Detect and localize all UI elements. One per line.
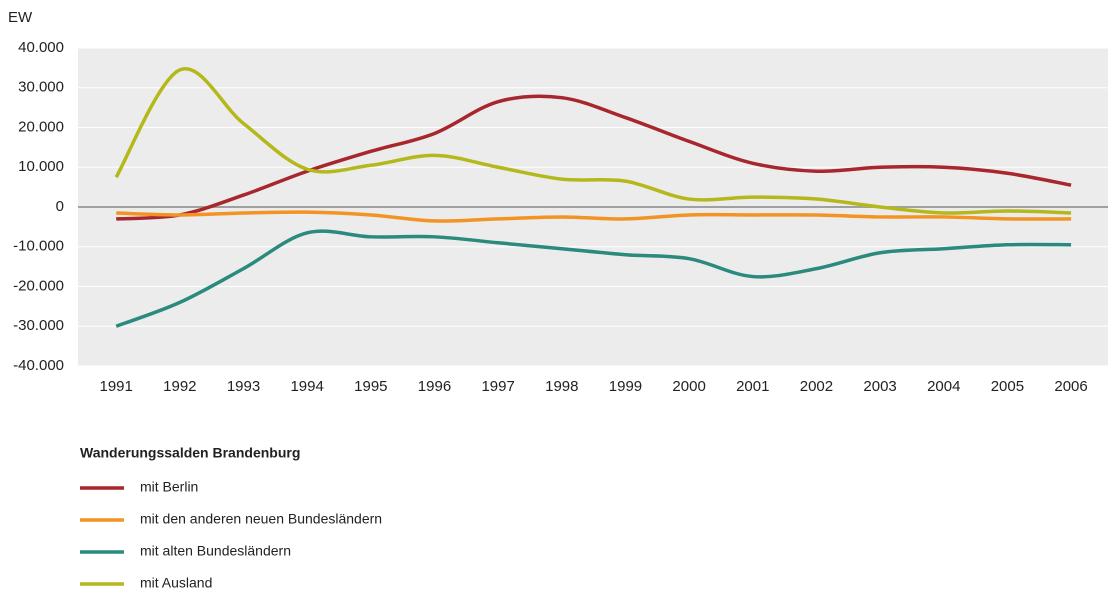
legend-label: mit alten Bundesländern [140, 543, 291, 559]
legend-label: mit den anderen neuen Bundesländern [140, 511, 382, 527]
x-tick-label: 1993 [227, 378, 260, 395]
y-tick-label: -20.000 [13, 277, 64, 294]
x-tick-label: 1991 [100, 378, 133, 395]
x-tick-label: 1997 [481, 378, 514, 395]
y-tick-label: -30.000 [13, 317, 64, 334]
x-tick-label: 1995 [354, 378, 387, 395]
legend-label: mit Ausland [140, 575, 212, 591]
x-tick-label: 2002 [800, 378, 833, 395]
y-tick-label: 40.000 [18, 39, 64, 56]
y-tick-label: -40.000 [13, 357, 64, 374]
x-tick-label: 2003 [863, 378, 896, 395]
x-tick-label: 2006 [1054, 378, 1087, 395]
x-tick-label: 2000 [672, 378, 705, 395]
y-axis-label: EW [8, 9, 33, 26]
x-tick-label: 2005 [991, 378, 1024, 395]
y-tick-label: 0 [56, 198, 64, 215]
y-tick-label: 10.000 [18, 158, 64, 175]
series-line [116, 94, 1072, 221]
x-tick-label: 1999 [609, 378, 642, 395]
x-tick-label: 2001 [736, 378, 769, 395]
series-line [115, 229, 1072, 328]
x-tick-label: 1998 [545, 378, 578, 395]
y-tick-label: -10.000 [13, 238, 64, 255]
series-line [116, 210, 1072, 223]
x-tick-label: 1994 [290, 378, 323, 395]
y-tick-label: 30.000 [18, 79, 64, 96]
x-tick-label: 2004 [927, 378, 960, 395]
legend-title: Wanderungssalden Brandenburg [80, 445, 300, 461]
y-tick-label: 20.000 [18, 118, 64, 135]
x-tick-label: 1992 [163, 378, 196, 395]
series-line [114, 67, 1072, 215]
legend-label: mit Berlin [140, 479, 198, 495]
x-tick-label: 1996 [418, 378, 451, 395]
